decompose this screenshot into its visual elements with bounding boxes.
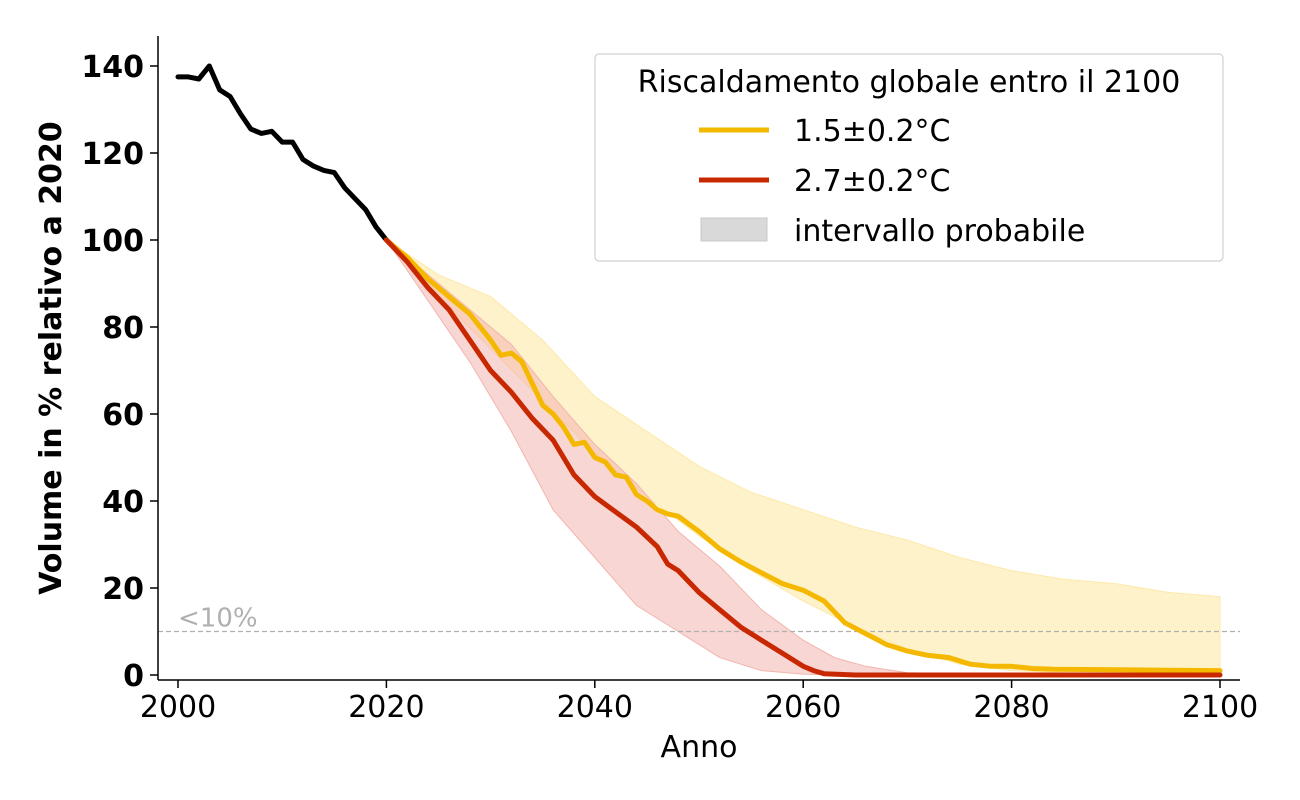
x-ticks: 2000 2020 2040 2060 2080 2100	[140, 680, 1258, 725]
y-tick-label: 120	[81, 137, 144, 172]
x-tick-label: 2000	[140, 690, 216, 725]
y-tick-label: 60	[102, 398, 144, 433]
y-tick-label: 20	[102, 572, 144, 607]
series-line-2-7c	[383, 237, 1223, 678]
y-tick-label: 100	[81, 224, 144, 259]
legend-label-low: 1.5±0.2°C	[794, 114, 951, 149]
series-lines	[175, 63, 1223, 678]
uncertainty-bands	[385, 239, 1221, 676]
legend-swatch-band	[700, 217, 768, 242]
x-tick-label: 2100	[1182, 690, 1258, 725]
x-tick-label: 2080	[973, 690, 1049, 725]
legend-label-high: 2.7±0.2°C	[794, 164, 951, 199]
series-line-historical	[175, 63, 389, 243]
legend-title: Riscaldamento globale entro il 2100	[638, 65, 1181, 100]
threshold-line-group: <10%	[158, 604, 1240, 634]
y-axis-title: Volume in % relativo a 2020	[34, 121, 69, 595]
threshold-label: <10%	[178, 604, 258, 634]
y-ticks: 0 20 40 60 80 100 120 140	[81, 50, 158, 694]
x-tick-label: 2040	[557, 690, 633, 725]
y-tick-label: 140	[81, 50, 144, 85]
band-1-5c	[386, 239, 1221, 674]
y-tick-label: 80	[102, 311, 144, 346]
x-tick-label: 2020	[348, 690, 424, 725]
legend-label-band: intervallo probabile	[794, 214, 1085, 249]
y-tick-label: 40	[102, 485, 144, 520]
y-tick-label: 0	[123, 659, 144, 694]
x-axis-title: Anno	[661, 730, 738, 765]
x-tick-label: 2060	[765, 690, 841, 725]
legend-frame	[594, 53, 1224, 262]
band-2-7c	[385, 239, 1220, 676]
legend: Riscaldamento globale entro il 2100 1.5±…	[594, 53, 1224, 262]
series-line-1-5c	[383, 237, 1223, 674]
axes	[157, 36, 1240, 681]
